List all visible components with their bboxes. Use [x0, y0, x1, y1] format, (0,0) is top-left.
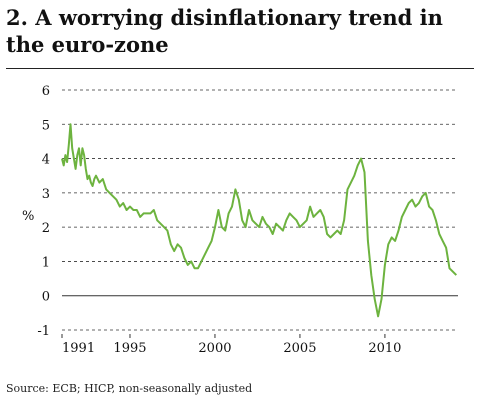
grid-lines	[62, 89, 458, 331]
chart-title: 2. A worrying disinflationary trend in t…	[6, 5, 443, 57]
x-tick-label: 1991	[62, 341, 95, 356]
y-axis-label: %	[22, 209, 34, 224]
x-tick-label: 1995	[113, 341, 146, 356]
x-tick-label: 2000	[198, 341, 231, 356]
y-tick-label: 4	[42, 153, 50, 168]
y-tick-label: 6	[42, 84, 50, 99]
y-tick-label: 0	[42, 290, 50, 305]
x-tick-labels: 1991 1995 2000 2005 2010	[61, 334, 401, 356]
series-group	[61, 123, 458, 318]
y-tick-label: 2	[42, 221, 50, 236]
source-note: Source: ECB; HICP, non-seasonally adjust…	[6, 382, 253, 395]
x-tick-label: 2010	[368, 341, 401, 356]
y-tick-label: -1	[37, 324, 50, 339]
y-tick-label: 1	[42, 255, 50, 270]
title-divider	[6, 68, 474, 69]
y-tick-label: 5	[42, 118, 50, 133]
series-line-0	[61, 123, 458, 318]
y-tick-label: 3	[42, 187, 50, 202]
x-tick-label: 2005	[283, 341, 316, 356]
y-tick-labels: -1 0 1 2 3 4 5 6	[37, 84, 50, 339]
